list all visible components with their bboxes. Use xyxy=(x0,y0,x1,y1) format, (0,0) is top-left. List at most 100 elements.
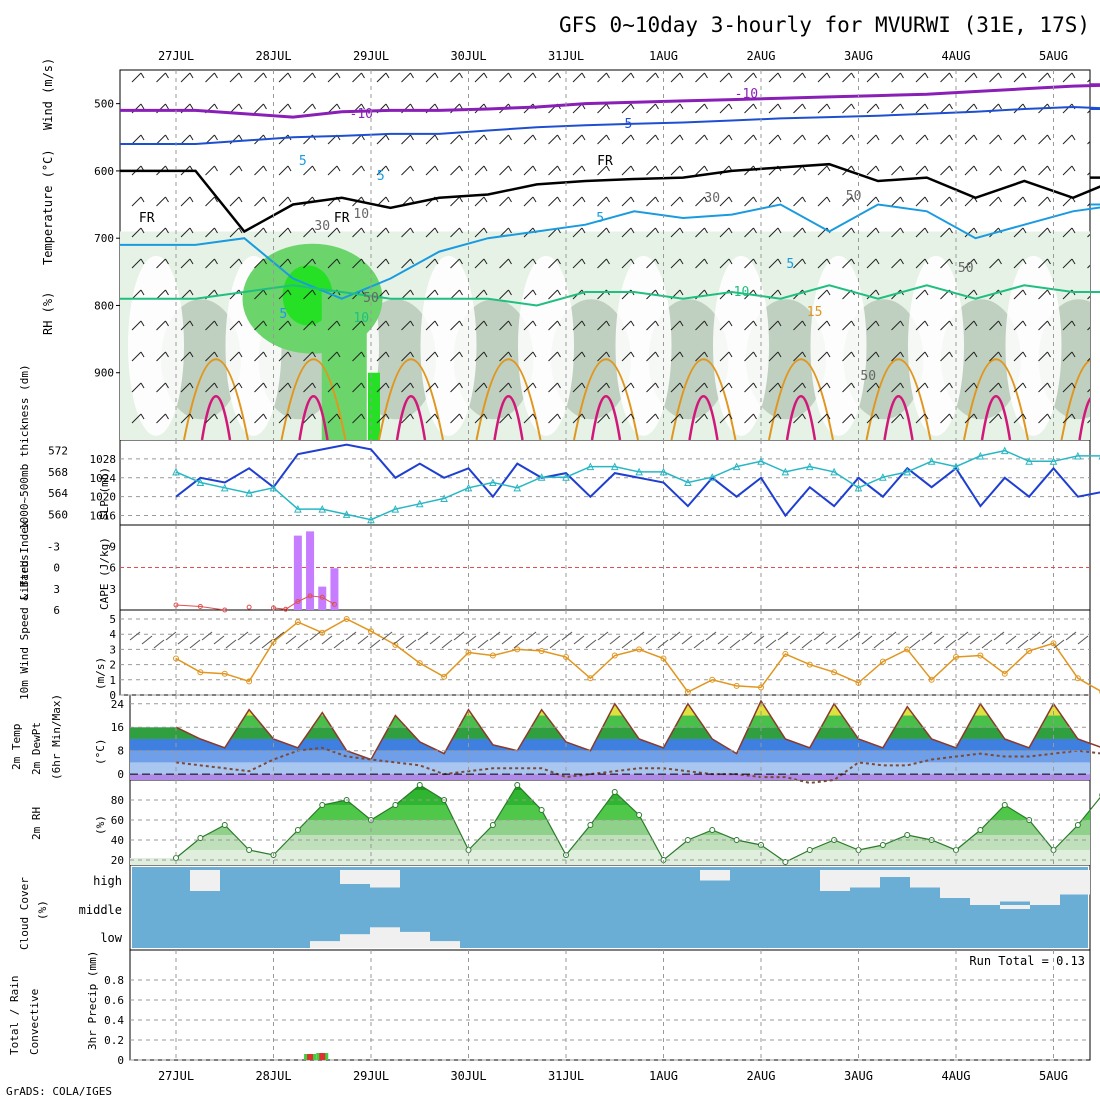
wind-barb-flag xyxy=(753,134,757,141)
wind-barb-flag xyxy=(973,72,978,79)
isotherm-plus15 xyxy=(573,358,639,440)
wind-barb-flag xyxy=(875,289,880,296)
precip-convective-bar xyxy=(307,1054,314,1060)
wind-barb xyxy=(695,103,705,114)
wind-barb-flag xyxy=(1022,196,1027,203)
wind-barb-flag xyxy=(165,413,169,420)
wind-speed-marker xyxy=(1001,670,1008,677)
wind-barb-flag xyxy=(1022,227,1027,234)
li-tick-label: 6 xyxy=(53,604,60,617)
wind-barb-flag xyxy=(361,320,365,327)
wind-barb xyxy=(572,103,583,114)
wind-barb-flag xyxy=(998,72,1002,79)
wind-barb-flag xyxy=(655,320,659,327)
wind-barb xyxy=(621,382,632,393)
thickness-axis-label: 1000~500mb thickness (dm) xyxy=(18,364,31,530)
wind-barb-flag xyxy=(1071,72,1076,79)
wind-barb-flag xyxy=(483,165,488,172)
wind-barb-flag xyxy=(949,413,953,420)
wind-barb xyxy=(891,165,901,176)
wind-barb xyxy=(303,289,313,300)
wind-speed-line xyxy=(175,618,1100,693)
wind-barb-flag xyxy=(777,289,782,296)
wind-barb-flag xyxy=(312,382,316,389)
precip-tick-label: 0.4 xyxy=(104,1014,124,1027)
wind-barb-flag xyxy=(312,165,316,172)
wind-barb-flag xyxy=(998,103,1002,110)
wind-barb xyxy=(425,320,436,331)
wind-barb xyxy=(254,227,264,238)
wind-barb xyxy=(842,196,852,207)
wind-barb xyxy=(405,639,417,649)
wind-barb-flag xyxy=(1047,289,1051,296)
wind-barb-flag xyxy=(998,413,1002,420)
wind-barb xyxy=(156,72,166,83)
wind-barb xyxy=(548,165,558,176)
wind-barb xyxy=(891,258,901,269)
wind-barb xyxy=(817,134,828,145)
wind-barb xyxy=(548,382,558,393)
wind-barb-flag xyxy=(263,196,267,203)
wind-barb xyxy=(254,196,264,207)
date-label-bottom: 31JUL xyxy=(548,1069,584,1083)
cloud-low-block xyxy=(430,941,460,948)
wind-barb xyxy=(180,196,191,207)
isotherm-plus20 xyxy=(785,395,817,440)
wind-barb-flag xyxy=(434,227,439,234)
wind-barb xyxy=(572,227,583,238)
wind-barb xyxy=(646,165,656,176)
wind-barb xyxy=(633,631,645,641)
wind-barb xyxy=(597,382,607,393)
wind-barb xyxy=(352,351,362,362)
wind-barb-flag xyxy=(924,134,929,141)
wind-barb xyxy=(225,639,237,649)
wind-barb-flag xyxy=(679,413,684,420)
wind-barb xyxy=(1013,258,1024,269)
wind-barb-flag xyxy=(777,72,782,79)
wind-barb xyxy=(321,635,333,645)
wind-barb-flag xyxy=(655,72,659,79)
wind-barb-flag xyxy=(900,134,904,141)
wind-barb-flag xyxy=(165,258,169,265)
wind-barb xyxy=(1013,72,1024,83)
wind-barb-flag xyxy=(557,413,561,420)
wind-barb xyxy=(303,351,313,362)
wind-speed-marker xyxy=(441,673,448,680)
wind-barb xyxy=(450,382,460,393)
contour-label: 15 xyxy=(807,305,823,320)
wind-barb-flag xyxy=(140,289,145,296)
wind-barb-flag xyxy=(875,72,880,79)
wind-barb xyxy=(523,134,534,145)
wind-barb-flag xyxy=(973,227,978,234)
wind-barb xyxy=(940,134,950,145)
wind-barb xyxy=(548,196,558,207)
wind-barb xyxy=(866,227,877,238)
wind-barb-flag xyxy=(704,289,708,296)
wind-barb-flag xyxy=(826,134,831,141)
slp-tick-label: 1020 xyxy=(90,491,117,504)
wind-barb-flag xyxy=(385,196,390,203)
wind-barb xyxy=(205,351,215,362)
wind-barb-flag xyxy=(851,382,855,389)
wind-barb-flag xyxy=(410,72,414,79)
wind-barb xyxy=(915,382,926,393)
wind-barb xyxy=(989,382,999,393)
wind-barb-flag xyxy=(238,165,243,172)
wind-barb-flag xyxy=(532,165,537,172)
wind-barb xyxy=(131,134,142,145)
wind-barb-flag xyxy=(214,413,218,420)
wind-barb-flag xyxy=(777,227,782,234)
wind-barb-flag xyxy=(851,413,855,420)
wind-barb-flag xyxy=(998,258,1002,265)
rh-marker xyxy=(173,855,179,861)
rh-marker xyxy=(977,827,984,833)
wind-barb-flag xyxy=(214,227,218,234)
wind-barb xyxy=(793,413,803,424)
temp-tick-label: 8 xyxy=(117,745,124,758)
wind-barb-flag xyxy=(851,227,855,234)
wind-speed-marker xyxy=(806,661,813,668)
wind-barb-flag xyxy=(459,320,463,327)
wind-barb-flag xyxy=(1071,134,1076,141)
wind-barb xyxy=(489,631,501,641)
wind-barb xyxy=(817,165,828,176)
